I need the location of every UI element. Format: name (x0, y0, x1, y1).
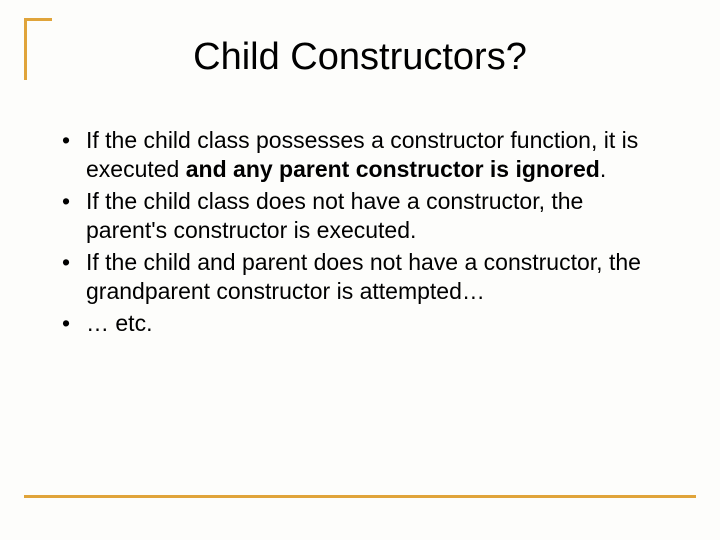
bullet-text-bold: and any parent constructor is ignored (186, 156, 600, 182)
bullet-text-post: . (600, 156, 606, 182)
list-item: … etc. (54, 309, 660, 338)
list-item: If the child class possesses a construct… (54, 126, 660, 185)
bullet-text-pre: If the child and parent does not have a … (86, 249, 641, 304)
list-item: If the child class does not have a const… (54, 187, 660, 246)
slide-body: If the child class possesses a construct… (54, 126, 660, 340)
list-item: If the child and parent does not have a … (54, 248, 660, 307)
accent-bottom-line (24, 495, 696, 498)
bullet-list: If the child class possesses a construct… (54, 126, 660, 338)
bullet-text-pre: … etc. (86, 310, 152, 336)
slide-frame: Child Constructors? If the child class p… (24, 18, 696, 498)
bullet-text-pre: If the child class does not have a const… (86, 188, 583, 243)
slide-title: Child Constructors? (24, 36, 696, 79)
